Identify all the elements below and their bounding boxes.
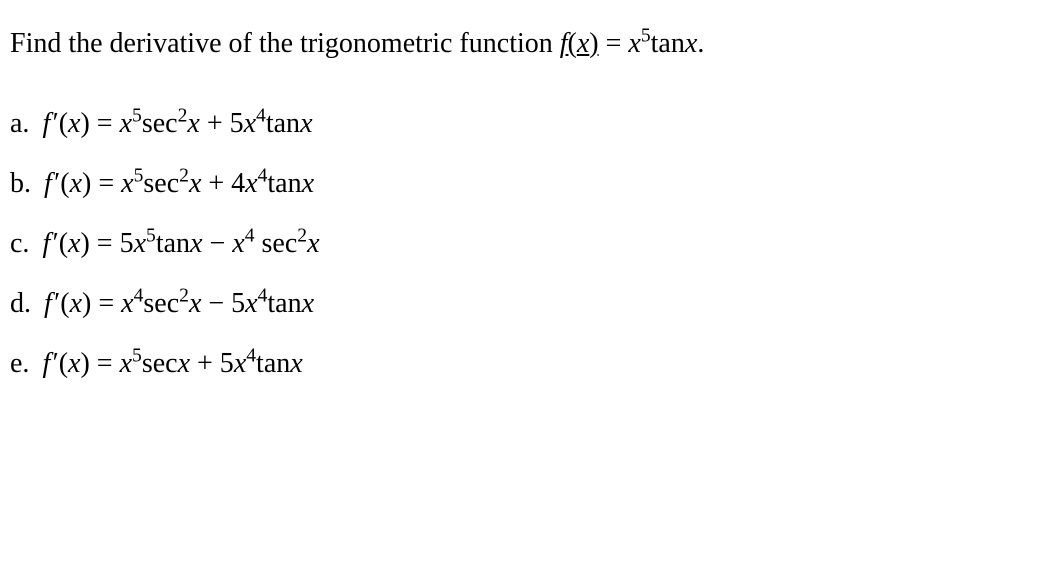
option-expression: f ′(x) = x5secx + 5x4tanx: [42, 348, 302, 379]
option-expression: f ′(x) = x4sec2x − 5x4tanx: [44, 288, 314, 319]
option-label: e.: [10, 348, 29, 379]
option-e: e. f ′(x) = x5secx + 5x4tanx: [10, 348, 1049, 380]
question-suffix: .: [697, 28, 704, 59]
option-expression: f ′(x) = x5sec2x + 5x4tanx: [42, 108, 312, 139]
option-c: c. f ′(x) = 5x5tanx − x4 sec2x: [10, 228, 1049, 260]
question-function: f(x) = x5tanx: [560, 28, 698, 59]
option-expression: f ′(x) = x5sec2x + 4x4tanx: [44, 168, 314, 199]
option-label: c.: [10, 228, 29, 259]
option-d: d. f ′(x) = x4sec2x − 5x4tanx: [10, 288, 1049, 320]
option-a: a. f ′(x) = x5sec2x + 5x4tanx: [10, 108, 1049, 140]
option-label: d.: [10, 288, 31, 319]
option-b: b. f ′(x) = x5sec2x + 4x4tanx: [10, 168, 1049, 200]
option-expression: f ′(x) = 5x5tanx − x4 sec2x: [42, 228, 319, 259]
option-label: a.: [10, 108, 29, 139]
question-text: Find the derivative of the trigonometric…: [10, 28, 1049, 60]
option-label: b.: [10, 168, 31, 199]
options-list: a. f ′(x) = x5sec2x + 5x4tanx b. f ′(x) …: [10, 108, 1049, 380]
question-prefix: Find the derivative of the trigonometric…: [10, 28, 560, 59]
